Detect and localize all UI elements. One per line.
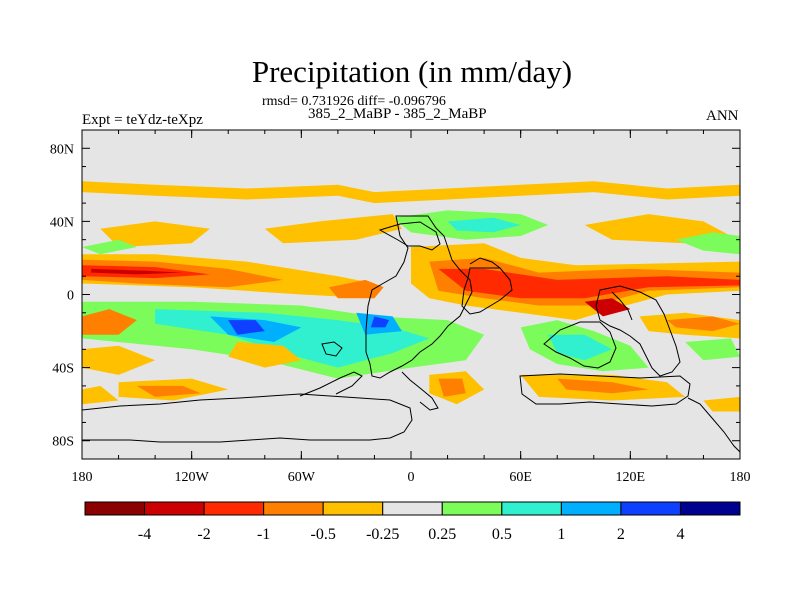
- precip-region-22: [370, 316, 390, 328]
- precip-region-23: [82, 309, 137, 335]
- precip-region-31: [557, 378, 649, 394]
- y-tick-label-0: 80N: [50, 142, 74, 157]
- y-tick-label-1: 40N: [50, 215, 74, 230]
- x-tick-label-0: 180: [72, 470, 93, 485]
- x-tick-label-2: 60W: [288, 470, 316, 485]
- precip-region-35: [676, 232, 740, 255]
- colorbar-swatch-8: [560, 501, 622, 516]
- coastline-antarctica-peninsula: [299, 371, 363, 397]
- colorbar-swatch-9: [620, 501, 681, 516]
- colorbar-label-0: -4: [138, 526, 151, 543]
- precip-region-34: [685, 338, 740, 361]
- stats-text: rmsd= 0.731926 diff= -0.096796: [262, 94, 446, 109]
- precip-region-37: [82, 385, 119, 405]
- colorbar-swatch-0: [84, 501, 146, 516]
- coastline-australia: [519, 373, 691, 407]
- colorbar-swatch-6: [441, 501, 503, 516]
- colorbar-swatch-5: [382, 501, 443, 516]
- precip-region-3: [264, 214, 402, 244]
- colorbar-label-3: -0.5: [311, 526, 336, 543]
- colorbar-label-5: 0.25: [428, 526, 456, 543]
- coastline-indian-ocean-east: [543, 321, 617, 369]
- coastline-north-atlantic: [378, 221, 441, 251]
- precip-region-2: [447, 217, 521, 233]
- precip-region-13: [438, 268, 740, 299]
- precip-region-27: [228, 342, 302, 368]
- colorbar-label-6: 0.5: [492, 526, 512, 543]
- precip-region-38: [703, 396, 740, 412]
- x-tick-label-4: 60E: [509, 470, 532, 485]
- chart-subtitle: 385_2_MaBP - 385_2_MaBP: [308, 106, 487, 122]
- x-tick-label-3: 0: [408, 470, 415, 485]
- precip-region-20: [228, 320, 265, 335]
- precip-region-29: [438, 378, 466, 397]
- precip-region-36: [82, 239, 137, 255]
- precip-region-10: [328, 279, 384, 299]
- colorbar-swatch-7: [501, 501, 562, 516]
- colorbar-swatch-1: [144, 501, 205, 516]
- y-tick-label-2: 0: [67, 289, 74, 304]
- season-label: ANN: [706, 108, 739, 124]
- colorbar: -4 -2 -1 -0.5 -0.25 0.25 0.5 1 2 4: [84, 501, 741, 543]
- precip-region-0: [82, 181, 740, 204]
- precip-region-9: [91, 268, 183, 275]
- chart-title: Precipitation (in mm/day): [251, 54, 573, 89]
- precip-region-16: [548, 334, 613, 361]
- y-tick-label-4: 80S: [52, 435, 74, 450]
- coastline-south-america-tip: [401, 371, 439, 411]
- colorbar-label-2: -1: [257, 526, 270, 543]
- colorbar-label-8: 2: [617, 526, 625, 543]
- coastline-africa: [461, 267, 513, 315]
- coastline-europe-east: [469, 257, 501, 269]
- colorbar-swatch-10: [679, 501, 741, 516]
- x-tick-label-6: 180: [730, 470, 751, 485]
- precip-region-14: [584, 298, 631, 317]
- x-tick-label-5: 120E: [616, 470, 646, 485]
- experiment-label: Expt = teYdz-teXpz: [82, 112, 203, 128]
- y-tick-label-3: 40S: [52, 362, 74, 377]
- precip-region-24: [82, 345, 156, 375]
- colorbar-label-7: 1: [557, 526, 565, 543]
- coastlines: [82, 215, 740, 453]
- coastline-south-america: [365, 215, 473, 379]
- coastline-east-asia: [611, 291, 633, 321]
- coastline-asia-tropics: [595, 285, 681, 377]
- precip-region-26: [136, 385, 201, 397]
- colorbar-swatch-3: [263, 501, 324, 516]
- x-tick-label-1: 120W: [175, 470, 210, 485]
- coastline-s-pacific-islands: [321, 341, 343, 357]
- coastline-antarctica: [82, 393, 413, 443]
- colorbar-swatch-2: [203, 501, 265, 516]
- y-axis: 80N 40N 0 40S 80S: [50, 129, 740, 460]
- colorbar-label-9: 4: [676, 526, 684, 543]
- precip-region-33: [666, 316, 740, 332]
- colorbar-label-1: -2: [197, 526, 210, 543]
- x-axis: 180 120W 60W 0 60E 120E 180: [72, 130, 751, 485]
- colorbar-swatch-4: [322, 501, 384, 516]
- precip-region-4: [100, 221, 210, 247]
- precip-region-5: [584, 214, 731, 244]
- coastline-new-zealand: [687, 397, 740, 453]
- colorbar-label-4: -0.25: [366, 526, 399, 543]
